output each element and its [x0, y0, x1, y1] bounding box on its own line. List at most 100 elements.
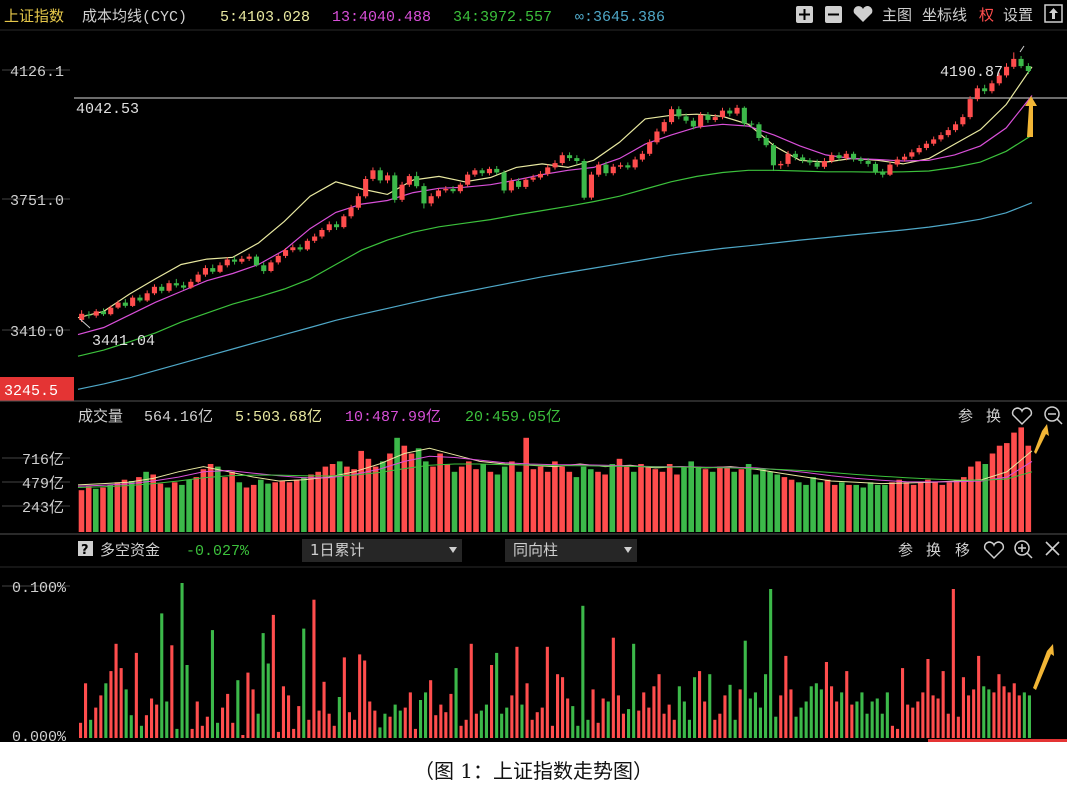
candle: [137, 294, 143, 303]
indicator-name[interactable]: 成本均线(CYC): [82, 8, 187, 26]
candle-body: [749, 123, 755, 125]
volume-param-button[interactable]: 参: [958, 407, 973, 425]
candle: [698, 112, 704, 129]
scroll-range-indicator[interactable]: [928, 739, 1067, 742]
fund-flow-bar: [779, 695, 783, 738]
fund-flow-bar: [799, 707, 803, 738]
candle-body: [312, 236, 318, 241]
candle-body: [821, 161, 827, 167]
fund-flow-bar: [860, 692, 864, 738]
fund-flow-bar: [398, 710, 402, 738]
candle-body: [348, 207, 354, 217]
candle: [683, 113, 689, 124]
fund-flow-bar: [875, 698, 879, 738]
volume-bar: [724, 466, 730, 532]
minus-icon[interactable]: [825, 6, 842, 23]
volume-bars: [78, 427, 1032, 532]
candle: [450, 186, 456, 194]
fund-flow-bar: [764, 674, 768, 738]
volume-bar: [530, 469, 537, 532]
candle: [989, 80, 995, 94]
fund-flow-bar: [997, 674, 1001, 738]
heart-icon[interactable]: [983, 541, 1005, 560]
zoom-in-icon[interactable]: [1014, 540, 1033, 559]
volume-bar: [810, 477, 816, 532]
chart-stage: 上证指数 成本均线(CYC) 5:4103.028 13:4040.488 34…: [0, 0, 1067, 742]
fund-param-button[interactable]: 参: [898, 541, 913, 559]
volume-bar: [709, 471, 716, 532]
candle: [144, 290, 150, 302]
close-icon[interactable]: [1045, 541, 1060, 556]
fund-flow-bar: [302, 628, 306, 738]
volume-bar: [544, 471, 551, 532]
fund-flow-bar: [525, 683, 529, 738]
candle-body: [1011, 58, 1017, 67]
fund-flow-bar: [434, 715, 438, 738]
fund-flow-bar: [104, 683, 108, 738]
volume-bar: [717, 466, 723, 532]
volume-bar: [179, 484, 185, 532]
fund-flow-bar: [758, 707, 762, 738]
volume-bar: [150, 474, 156, 532]
zoom-out-icon[interactable]: [1044, 406, 1063, 425]
moving-average-lines: [77, 66, 1033, 390]
volume-bar: [846, 484, 852, 532]
fund-flow-bar: [160, 613, 164, 738]
fund-flow-bar: [632, 643, 636, 738]
candle: [960, 114, 966, 127]
volume-bar: [451, 471, 458, 532]
fund-flow-bar: [835, 701, 839, 738]
fund-flow-bar: [682, 701, 686, 738]
fund-arrow-annotation: [1033, 644, 1054, 690]
volume-bar: [473, 469, 479, 532]
candle-body: [916, 148, 922, 153]
candle-body: [399, 184, 405, 200]
fund-flow-bar: [586, 719, 590, 738]
candle-body: [712, 117, 718, 120]
fund-flow-bar: [134, 652, 138, 738]
candle: [581, 158, 587, 200]
volume-bar: [903, 482, 910, 532]
fund-flow-bar: [510, 695, 514, 738]
coord-line-button[interactable]: 坐标线: [922, 6, 967, 24]
volume-bar: [889, 482, 895, 532]
volume-bar: [925, 479, 931, 532]
plus-icon[interactable]: [796, 6, 813, 23]
candle-body: [945, 130, 951, 136]
main-chart-button[interactable]: 主图: [882, 6, 912, 24]
export-icon[interactable]: [1044, 4, 1063, 23]
candle-body: [501, 172, 507, 191]
volume-bar: [1018, 427, 1024, 532]
candle: [996, 72, 1002, 86]
volume-switch-button[interactable]: 换: [986, 407, 1001, 425]
candle-body: [341, 216, 347, 228]
candlestick-series: [79, 52, 1031, 323]
rights-button[interactable]: 权: [979, 6, 994, 24]
volume-bar: [286, 482, 293, 532]
bar-mode-select[interactable]: 同向柱: [505, 539, 637, 562]
fund-flow-bar: [982, 686, 986, 738]
candle-body: [559, 155, 565, 164]
candle-body: [202, 268, 208, 275]
help-icon[interactable]: ?: [78, 541, 93, 558]
fund-move-button[interactable]: 移: [955, 541, 970, 559]
fund-flow-bar: [784, 655, 788, 738]
heart-icon[interactable]: [1011, 407, 1033, 426]
fund-flow-bar: [637, 710, 641, 738]
fund-flow-bar: [535, 712, 539, 738]
fund-flow-bar: [566, 698, 570, 738]
settings-button[interactable]: 设置: [1003, 6, 1033, 24]
candle: [283, 247, 289, 259]
candle-body: [814, 162, 820, 167]
candle: [661, 119, 667, 134]
candle: [872, 161, 878, 175]
fund-flow-bar: [322, 681, 326, 738]
fund-switch-button[interactable]: 换: [926, 541, 941, 559]
fund-flow-bar: [627, 709, 631, 738]
period-select[interactable]: 1日累计: [302, 539, 462, 562]
volume-bar: [588, 469, 594, 532]
fund-flow-bar: [469, 643, 473, 738]
fund-flow-bar: [824, 662, 828, 738]
candle: [326, 221, 332, 233]
heart-icon[interactable]: [853, 6, 873, 22]
